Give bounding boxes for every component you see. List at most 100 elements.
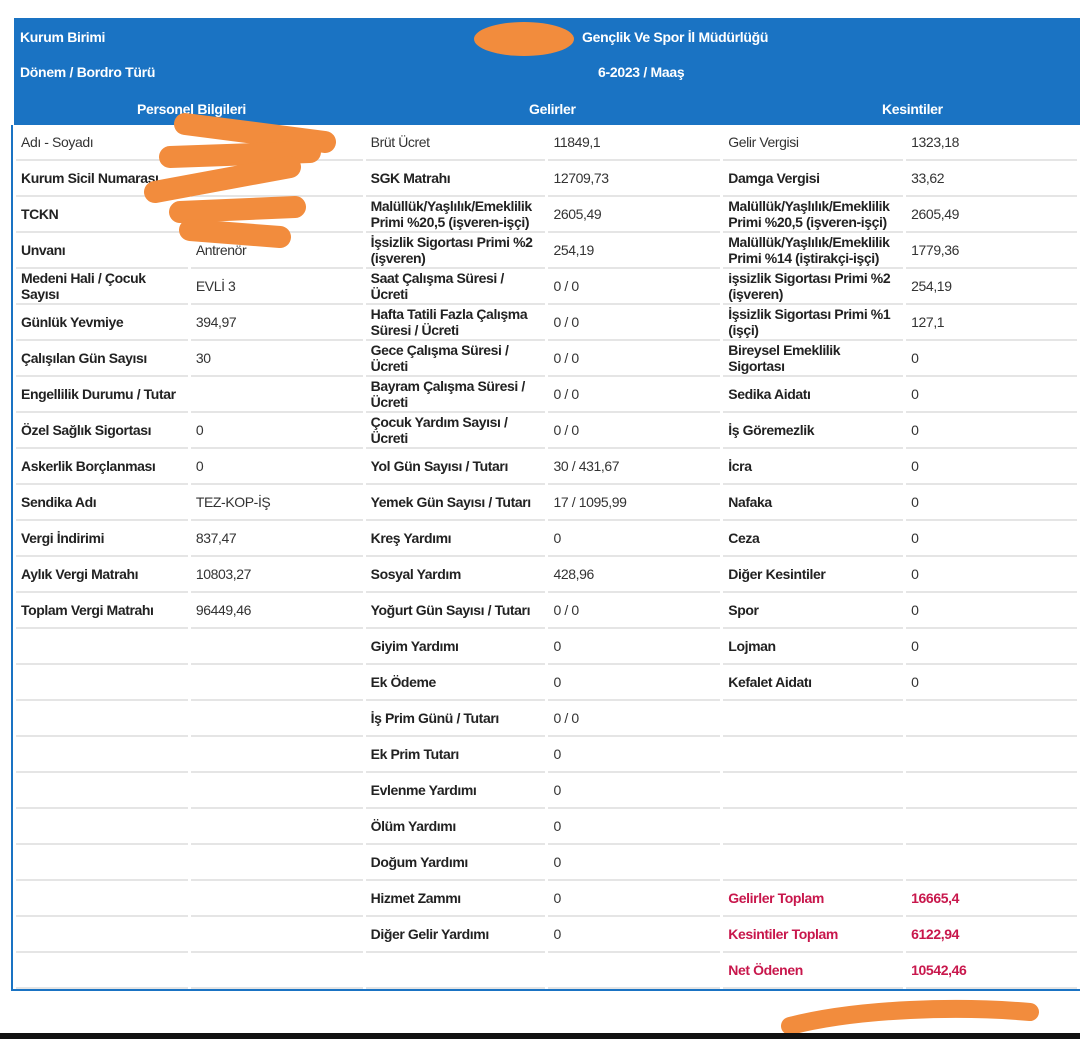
kesinti-label: Malüllük/Yaşlılık/Emeklilik Primi %14 (i… [723, 233, 904, 269]
personel-label: Medeni Hali / Çocuk Sayısı [16, 269, 188, 305]
gelir-label: Yol Gün Sayısı / Tutarı [365, 449, 546, 485]
personel-value [190, 665, 363, 701]
gelir-value: 0 [548, 881, 721, 917]
payroll-table: Adı - Soyadı Brüt Ücret 11849,1 Gelir Vergi… [11, 125, 1080, 991]
kurum-row: Kurum Birimi Gençlik Ve Spor İl Müdürlüğ… [14, 18, 1080, 53]
kesinti-value: 0 [906, 413, 1077, 449]
gelir-value: 0 / 0 [548, 269, 721, 305]
gelir-label: Evlenme Yardımı [365, 773, 546, 809]
personel-label [16, 737, 188, 773]
gelir-label: Giyim Yardımı [365, 629, 546, 665]
kesinti-value: 0 [906, 629, 1077, 665]
personel-value [190, 881, 363, 917]
personel-label [16, 881, 188, 917]
table-row: Askerlik Borçlanması 0 Yol Gün Sayısı / Tu… [16, 449, 1077, 485]
personel-label: Toplam Vergi Matrahı [16, 593, 188, 629]
kesinti-value: 1779,36 [906, 233, 1077, 269]
table-row: Net Ödenen 10542,46 [16, 953, 1077, 989]
gelir-label: İş Prim Günü / Tutarı [365, 701, 546, 737]
kesinti-label: işsizlik Sigortası Primi %2 (işveren) [723, 269, 904, 305]
gelir-label: Doğum Yardımı [365, 845, 546, 881]
kesinti-value: 2605,49 [906, 197, 1077, 233]
kesinti-value: 127,1 [906, 305, 1077, 341]
personel-value: TEZ-KOP-İŞ [190, 485, 363, 521]
gelir-value: 0 / 0 [548, 701, 721, 737]
kesinti-value: 254,19 [906, 269, 1077, 305]
kurum-label: Kurum Birimi [20, 29, 106, 45]
gelir-value: 2605,49 [548, 197, 721, 233]
kesinti-label: Bireysel Emeklilik Sigortası [723, 341, 904, 377]
gelir-value: 0 / 0 [548, 341, 721, 377]
kesinti-value [906, 845, 1077, 881]
gelir-label: Malüllük/Yaşlılık/Emeklilik Primi %20,5 … [365, 197, 546, 233]
kesinti-label: Net Ödenen [723, 953, 904, 989]
kesinti-label [723, 809, 904, 845]
section-gelirler: Gelirler [529, 101, 576, 117]
table-row: Medeni Hali / Çocuk Sayısı EVLİ 3 Saat Çal… [16, 269, 1077, 305]
table-row: Çalışılan Gün Sayısı 30 Gece Çalışma Süres… [16, 341, 1077, 377]
gelir-label: Ek Ödeme [365, 665, 546, 701]
gelir-label: Yemek Gün Sayısı / Tutarı [365, 485, 546, 521]
personel-value: 30 [190, 341, 363, 377]
gelir-value: 0 / 0 [548, 305, 721, 341]
personel-value: 394,97 [190, 305, 363, 341]
gelir-value: 0 [548, 809, 721, 845]
personel-label [16, 845, 188, 881]
gelir-value: 11849,1 [548, 125, 721, 161]
gelir-label: Brüt Ücret [365, 125, 546, 161]
personel-label: Askerlik Borçlanması [16, 449, 188, 485]
personel-label: Vergi İndirimi [16, 521, 188, 557]
table-row: Unvanı Antrenör İşsizlik Sigortası Primi %… [16, 233, 1077, 269]
gelir-label: Kreş Yardımı [365, 521, 546, 557]
table-row: TCKN Malüllük/Yaşlılık/Emeklilik Primi %2… [16, 197, 1077, 233]
personel-label: Aylık Vergi Matrahı [16, 557, 188, 593]
personel-value: 0 [190, 413, 363, 449]
personel-value: 96449,46 [190, 593, 363, 629]
kesinti-label: Ceza [723, 521, 904, 557]
personel-label [16, 701, 188, 737]
kesinti-value: 33,62 [906, 161, 1077, 197]
gelir-value: 254,19 [548, 233, 721, 269]
personel-label: Adı - Soyadı [16, 125, 188, 161]
kesinti-label: Lojman [723, 629, 904, 665]
gelir-label: Gece Çalışma Süresi / Ücreti [365, 341, 546, 377]
gelir-label: Çocuk Yardım Sayısı / Ücreti [365, 413, 546, 449]
table-row: Ek Ödeme 0 Kefalet Aidatı 0 [16, 665, 1077, 701]
donem-row: Dönem / Bordro Türü 6-2023 / Maaş [14, 53, 1080, 88]
table-row: Vergi İndirimi 837,47 Kreş Yardımı 0 Ceza 0 [16, 521, 1077, 557]
kesinti-value: 0 [906, 557, 1077, 593]
gelir-value: 12709,73 [548, 161, 721, 197]
kesinti-value [906, 773, 1077, 809]
personel-value [190, 737, 363, 773]
kesinti-label: Nafaka [723, 485, 904, 521]
kesinti-value: 0 [906, 521, 1077, 557]
gelir-label: Ölüm Yardımı [365, 809, 546, 845]
gelir-label: SGK Matrahı [365, 161, 546, 197]
gelir-label: Ek Prim Tutarı [365, 737, 546, 773]
gelir-label: Saat Çalışma Süresi / Ücreti [365, 269, 546, 305]
personel-label: Sendika Adı [16, 485, 188, 521]
personel-value: 0 [190, 449, 363, 485]
kesinti-label: Diğer Kesintiler [723, 557, 904, 593]
table-row: Aylık Vergi Matrahı 10803,27 Sosyal Yardım… [16, 557, 1077, 593]
gelir-label: Bayram Çalışma Süresi / Ücreti [365, 377, 546, 413]
personel-label [16, 773, 188, 809]
kesinti-label: Gelirler Toplam [723, 881, 904, 917]
personel-value [190, 953, 363, 989]
kesinti-value: 1323,18 [906, 125, 1077, 161]
kesinti-value [906, 809, 1077, 845]
kesinti-value [906, 701, 1077, 737]
table-row: Sendika Adı TEZ-KOP-İŞ Yemek Gün Sayısı / … [16, 485, 1077, 521]
personel-value: 10803,27 [190, 557, 363, 593]
personel-label: TCKN [16, 197, 188, 233]
gelir-value: 0 / 0 [548, 377, 721, 413]
personel-value [190, 809, 363, 845]
table-row: Günlük Yevmiye 394,97 Hafta Tatili Fazla Ç… [16, 305, 1077, 341]
personel-label: Engellilik Durumu / Tutar [16, 377, 188, 413]
kesinti-label [723, 701, 904, 737]
gelir-label [365, 953, 546, 989]
gelir-value: 0 [548, 665, 721, 701]
kesinti-label: Malüllük/Yaşlılık/Emeklilik Primi %20,5 … [723, 197, 904, 233]
redaction-scribble-bottom [781, 999, 1039, 1035]
personel-value: EVLİ 3 [190, 269, 363, 305]
